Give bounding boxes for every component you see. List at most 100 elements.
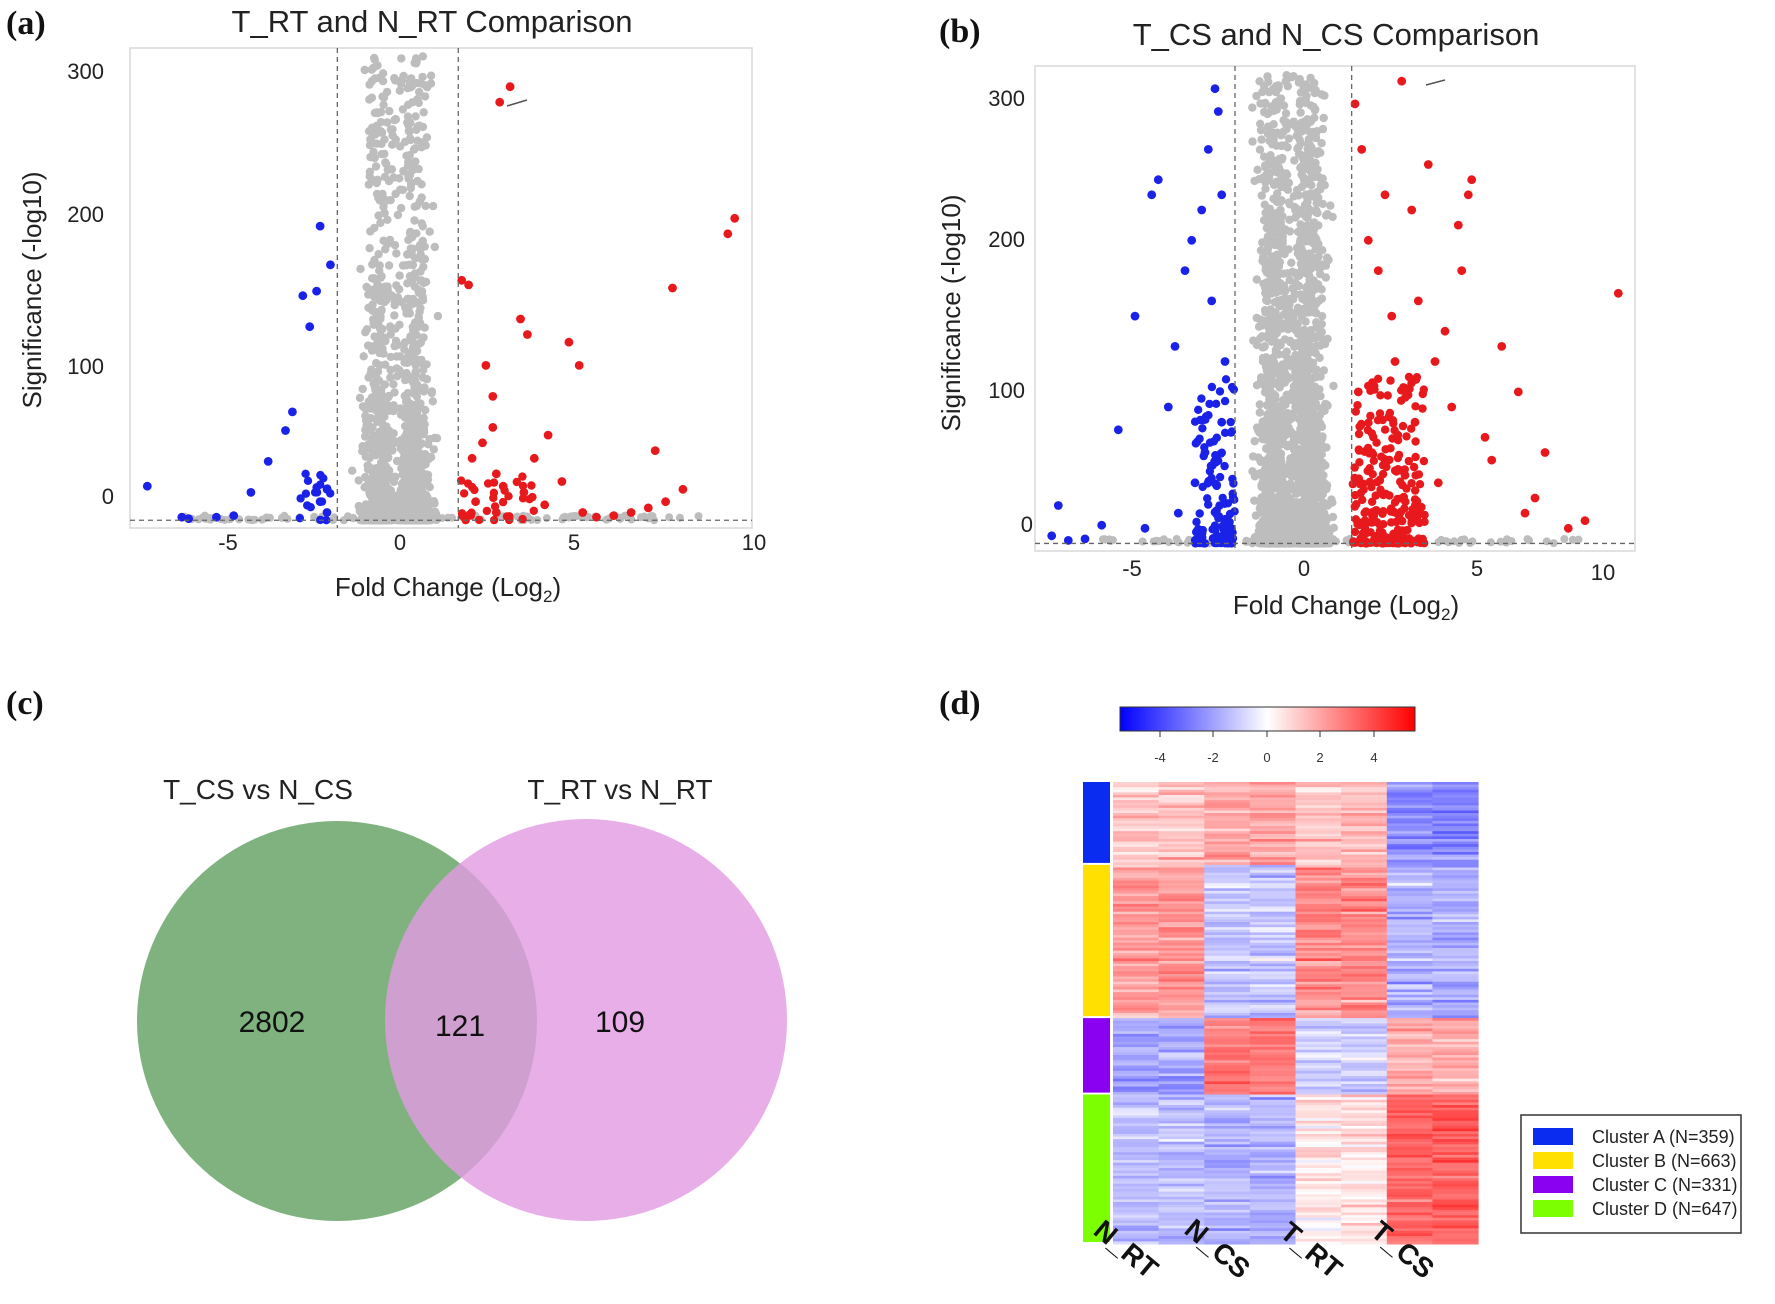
ns-point bbox=[376, 486, 385, 496]
ns-point bbox=[377, 272, 386, 281]
ns-point bbox=[1319, 113, 1328, 123]
up-point bbox=[491, 508, 501, 517]
down-point bbox=[1204, 500, 1213, 509]
ns-point bbox=[418, 236, 427, 246]
up-point bbox=[1373, 477, 1382, 487]
up-point bbox=[1408, 505, 1417, 514]
up-point bbox=[1354, 429, 1364, 439]
up-point bbox=[1359, 485, 1368, 494]
ns-point bbox=[1311, 244, 1320, 254]
ns-point bbox=[1274, 211, 1283, 220]
ns-point bbox=[1265, 240, 1275, 250]
ns-point bbox=[403, 170, 412, 179]
up-point bbox=[1363, 425, 1373, 435]
down-point bbox=[1194, 405, 1203, 414]
up-point bbox=[1480, 432, 1490, 442]
up-point bbox=[1372, 438, 1381, 447]
ns-point bbox=[367, 93, 377, 102]
ytick-b-100: 100 bbox=[988, 378, 1025, 403]
ns-point bbox=[386, 486, 396, 495]
ns-point bbox=[418, 293, 428, 302]
down-point bbox=[1053, 501, 1063, 510]
ns-point bbox=[1138, 537, 1147, 546]
ns-point bbox=[1291, 402, 1300, 412]
ns-point bbox=[408, 98, 417, 107]
panel-label-b: (b) bbox=[939, 13, 981, 50]
ns-point bbox=[1574, 535, 1583, 544]
ns-point bbox=[422, 374, 432, 384]
down-point bbox=[1047, 531, 1057, 541]
up-point bbox=[1382, 462, 1391, 472]
ns-point bbox=[372, 139, 381, 148]
up-point bbox=[578, 508, 588, 517]
heatmap-cells bbox=[1113, 782, 1479, 1245]
up-point bbox=[1367, 448, 1377, 457]
up-point bbox=[1563, 523, 1573, 533]
ns-point bbox=[1266, 323, 1275, 332]
ns-point bbox=[1260, 216, 1270, 225]
ns-point bbox=[376, 117, 386, 127]
ns-point bbox=[430, 499, 439, 508]
ns-point bbox=[364, 478, 373, 488]
up-point bbox=[1396, 396, 1406, 405]
up-point bbox=[1386, 444, 1395, 453]
ns-point bbox=[405, 78, 414, 87]
ns-point bbox=[416, 488, 425, 497]
ns-point bbox=[395, 352, 405, 361]
ns-point bbox=[1542, 537, 1551, 546]
ns-point bbox=[1260, 161, 1270, 170]
down-point bbox=[1203, 145, 1213, 154]
ns-point bbox=[410, 216, 419, 225]
up-point bbox=[1398, 538, 1408, 547]
ns-point bbox=[1261, 184, 1270, 193]
ns-point bbox=[355, 393, 365, 403]
up-point bbox=[1378, 415, 1387, 425]
ns-point bbox=[382, 494, 392, 503]
plot-frame-a bbox=[129, 47, 753, 529]
ns-point bbox=[364, 503, 374, 512]
ns-point bbox=[383, 454, 392, 463]
down-point bbox=[1217, 417, 1227, 427]
up-point bbox=[519, 488, 529, 497]
ns-point bbox=[1261, 288, 1270, 298]
ns-point bbox=[412, 125, 421, 134]
ns-point bbox=[1321, 522, 1331, 531]
up-point bbox=[626, 508, 636, 517]
ns-point bbox=[1259, 152, 1269, 161]
up-point bbox=[1401, 497, 1410, 506]
ns-point bbox=[1311, 484, 1320, 493]
up-point bbox=[1383, 391, 1392, 400]
ns-point bbox=[1297, 231, 1306, 240]
ytick-b-300: 300 bbox=[988, 86, 1025, 111]
ns-point bbox=[1273, 367, 1282, 376]
xtick-a-10: 10 bbox=[742, 530, 766, 555]
ns-point bbox=[382, 118, 392, 127]
up-point bbox=[1453, 220, 1463, 230]
ns-point bbox=[400, 440, 410, 449]
ns-point bbox=[362, 417, 371, 427]
ns-point bbox=[1252, 340, 1262, 350]
ns-point bbox=[389, 477, 399, 486]
up-point bbox=[1394, 450, 1404, 460]
ns-point bbox=[1317, 294, 1327, 303]
ns-point bbox=[405, 191, 414, 201]
up-point bbox=[1407, 479, 1416, 488]
ns-point bbox=[412, 472, 421, 482]
down-point bbox=[1221, 375, 1231, 384]
up-point bbox=[482, 506, 492, 516]
up-point bbox=[1414, 470, 1424, 479]
ns-point bbox=[419, 333, 428, 342]
up-point bbox=[1388, 434, 1397, 443]
ns-point bbox=[1256, 428, 1266, 438]
ns-point bbox=[1283, 372, 1293, 382]
up-point bbox=[1467, 175, 1477, 185]
ns-point bbox=[360, 432, 370, 441]
ns-point bbox=[413, 400, 422, 409]
ns-point bbox=[391, 336, 401, 346]
ns-point bbox=[370, 274, 379, 283]
up-point bbox=[495, 97, 505, 107]
ns-point bbox=[419, 365, 428, 375]
ns-point bbox=[1248, 137, 1257, 146]
up-point bbox=[540, 500, 550, 510]
ns-point bbox=[408, 244, 417, 253]
